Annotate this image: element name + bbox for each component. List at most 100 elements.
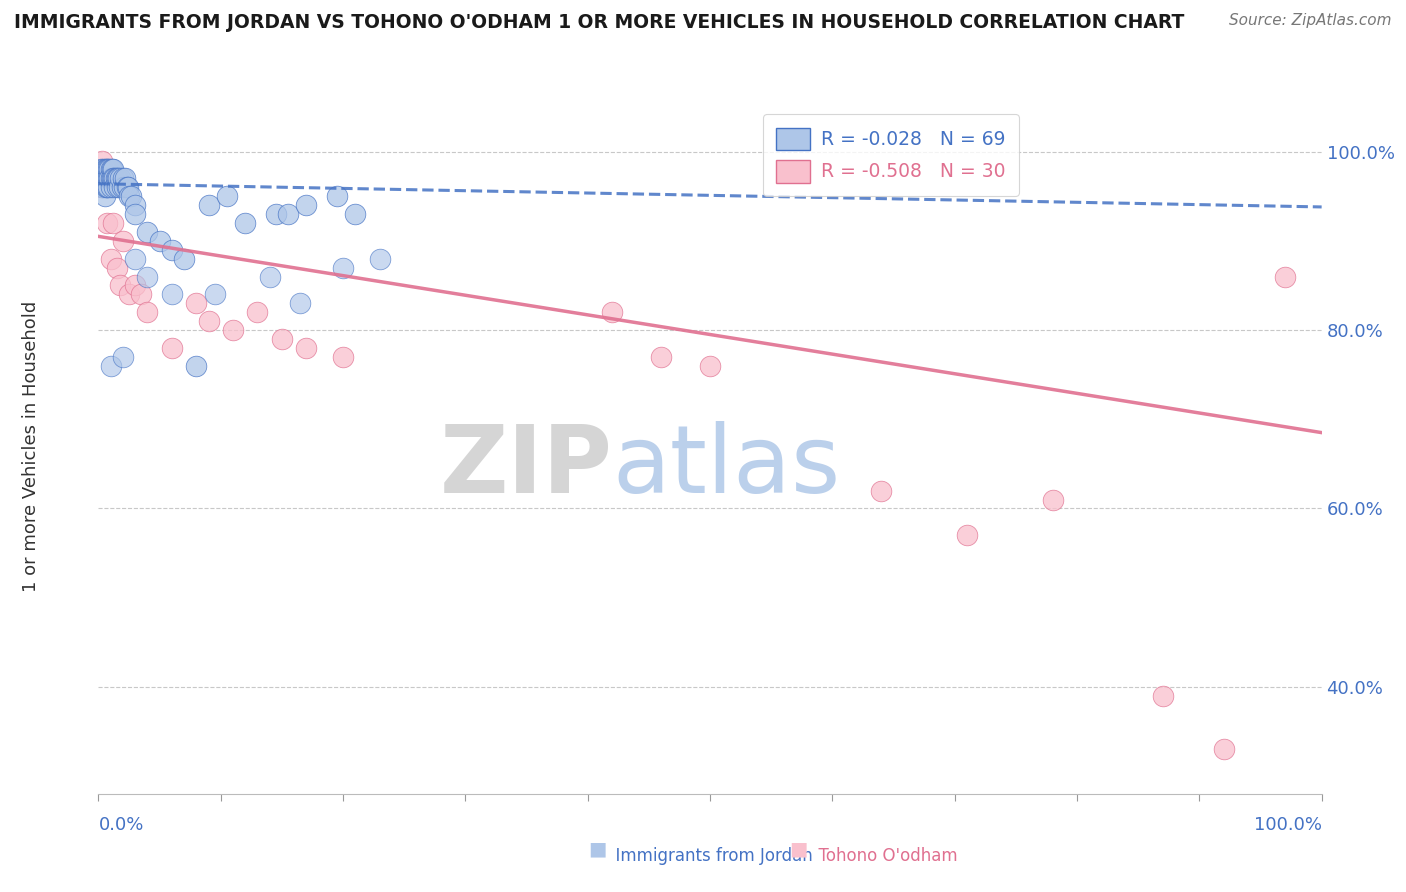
Legend: R = -0.028   N = 69, R = -0.508   N = 30: R = -0.028 N = 69, R = -0.508 N = 30 [763, 114, 1019, 196]
Point [118, 287, 141, 301]
Point [105, 171, 128, 186]
Point [160, 287, 183, 301]
Point [650, 350, 672, 364]
Point [91, 180, 114, 194]
Point [290, 296, 312, 310]
Point [956, 528, 979, 542]
Point [100, 162, 122, 177]
Point [246, 305, 269, 319]
Point [93, 189, 115, 203]
Text: ZIP: ZIP [439, 421, 612, 513]
Point [136, 305, 159, 319]
Point [117, 180, 139, 194]
Point [1152, 689, 1174, 703]
Point [270, 332, 294, 346]
Point [277, 207, 299, 221]
Point [186, 296, 208, 310]
Point [105, 180, 128, 194]
Point [104, 171, 127, 186]
Point [94, 180, 117, 194]
Point [93, 171, 115, 186]
Point [108, 180, 131, 194]
Point [101, 216, 124, 230]
Point [91, 171, 114, 186]
Point [111, 171, 134, 186]
Point [100, 171, 122, 186]
Text: Source: ZipAtlas.com: Source: ZipAtlas.com [1229, 13, 1392, 29]
Point [93, 162, 115, 177]
Point [114, 171, 136, 186]
Point [111, 180, 134, 194]
Point [112, 180, 135, 194]
Point [90, 180, 112, 194]
Point [93, 180, 115, 194]
Point [699, 359, 721, 373]
Point [103, 180, 125, 194]
Point [101, 162, 124, 177]
Point [94, 162, 117, 177]
Point [129, 287, 152, 301]
Point [295, 341, 318, 355]
Point [124, 278, 146, 293]
Point [149, 234, 172, 248]
Point [101, 171, 124, 186]
Point [97, 171, 120, 186]
Point [115, 180, 138, 194]
Point [295, 198, 318, 212]
Point [215, 189, 238, 203]
Point [332, 350, 354, 364]
Point [91, 153, 114, 168]
Point [96, 216, 118, 230]
Point [98, 162, 121, 177]
Point [96, 171, 118, 186]
Point [96, 180, 118, 194]
Text: ■: ■ [588, 839, 607, 858]
Point [90, 162, 112, 177]
Point [197, 314, 219, 328]
Point [160, 341, 183, 355]
Point [136, 225, 159, 239]
Text: 0.0%: 0.0% [98, 816, 143, 834]
Point [160, 243, 183, 257]
Point [332, 260, 354, 275]
Point [110, 278, 132, 293]
Point [100, 180, 122, 194]
Text: atlas: atlas [612, 421, 841, 513]
Point [136, 269, 159, 284]
Point [222, 323, 245, 337]
Point [233, 216, 256, 230]
Point [124, 252, 146, 266]
Point [118, 189, 141, 203]
Point [110, 171, 132, 186]
Point [204, 287, 226, 301]
Point [101, 171, 124, 186]
Point [1042, 492, 1064, 507]
Point [100, 252, 122, 266]
Point [103, 171, 125, 186]
Point [120, 189, 142, 203]
Point [93, 171, 115, 186]
Point [96, 162, 118, 177]
Point [97, 162, 120, 177]
Point [1274, 269, 1296, 284]
Point [124, 198, 146, 212]
Point [124, 207, 146, 221]
Point [94, 171, 117, 186]
Point [1212, 742, 1234, 756]
Point [111, 234, 134, 248]
Point [259, 269, 281, 284]
Point [326, 189, 349, 203]
Point [264, 207, 287, 221]
Text: ■: ■ [789, 839, 808, 858]
Text: Immigrants from Jordan: Immigrants from Jordan [605, 847, 813, 865]
Point [197, 198, 219, 212]
Point [101, 162, 124, 177]
Point [368, 252, 391, 266]
Point [111, 350, 134, 364]
Point [91, 180, 114, 194]
Text: 100.0%: 100.0% [1254, 816, 1322, 834]
Text: IMMIGRANTS FROM JORDAN VS TOHONO O'ODHAM 1 OR MORE VEHICLES IN HOUSEHOLD CORRELA: IMMIGRANTS FROM JORDAN VS TOHONO O'ODHAM… [14, 13, 1184, 32]
Text: 1 or more Vehicles in Household: 1 or more Vehicles in Household [22, 301, 41, 591]
Point [173, 252, 195, 266]
Point [186, 359, 208, 373]
